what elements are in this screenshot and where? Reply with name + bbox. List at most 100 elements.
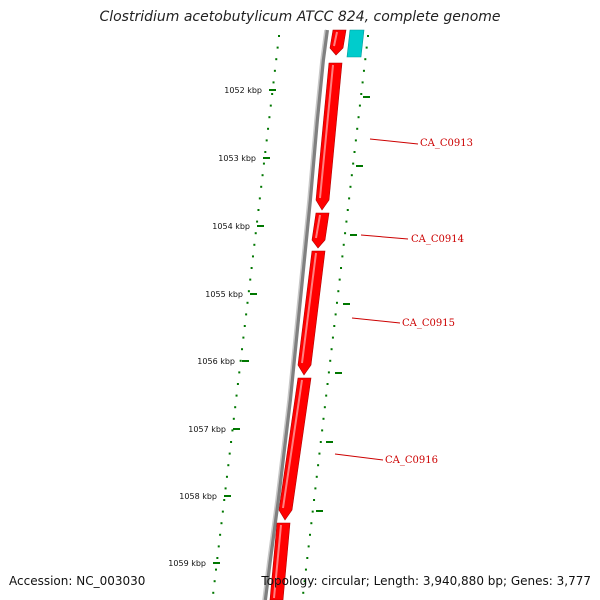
gene-arrow-upstream-highlight [333,31,338,47]
inner-ruler-dot [235,394,238,397]
inner-ruler-dot [239,359,242,362]
outer-ruler-dot [361,81,364,84]
inner-ruler-dot [241,348,244,351]
outer-ruler-dot [358,104,361,107]
outer-ruler-dot [307,545,310,548]
inner-ruler-dot [275,58,278,61]
kbp-tick-label: 1057 kbp [188,425,226,434]
outer-ruler-dot [353,151,356,153]
gene-arrow-reverse-strand[interactable] [346,29,365,58]
outer-ruler-dot [326,383,329,385]
inner-ruler-dot [230,441,233,443]
outer-ruler-dot [350,174,353,177]
inner-ruler-dot [268,116,271,119]
inner-ruler-dot [245,313,248,316]
inner-ruler-dot [212,591,215,594]
outer-ruler-dot [360,93,363,95]
inner-ruler-dot [250,267,253,269]
outer-ruler-dot [322,417,325,420]
gene-arrow-ca-c0915-highlight [301,252,317,364]
gene-arrow-ca-c0913-highlight [319,64,334,199]
inner-ruler-dot [220,522,223,525]
outer-ruler-dot [311,510,314,513]
inner-ruler-dot [254,232,257,235]
kbp-tick-label: 1052 kbp [224,86,262,95]
inner-ruler-dot [269,104,272,107]
kbp-tick-label: 1058 kbp [179,492,217,501]
backbone-line [263,29,329,600]
outer-ruler-dot [310,522,313,525]
gene-label-ca_c0916[interactable]: CA_C0916 [385,455,438,466]
backbone-highlight [262,29,326,600]
outer-ruler-dot [345,220,348,223]
inner-ruler-dot [231,429,234,432]
outer-ruler-dot [313,499,316,501]
inner-ruler-dot [242,336,245,339]
inner-ruler-dot [262,162,265,165]
outer-ruler-dot [323,406,326,409]
map-title: Clostridium acetobutylicum ATCC 824, com… [99,9,501,25]
inner-ruler-dot [236,383,239,385]
outer-ruler-dot [356,127,359,130]
outer-ruler-dot [318,452,321,455]
outer-ruler-dot [321,429,324,432]
inner-ruler-dot [217,545,220,548]
inner-ruler-dot [276,46,279,49]
outer-ruler-dot [329,359,332,362]
inner-ruler-dot [267,127,270,130]
gene-label-ca_c0914[interactable]: CA_C0914 [411,234,464,245]
gene-label-ca_c0915[interactable]: CA_C0915 [402,318,455,329]
inner-ruler-dot [221,510,224,513]
outer-ruler-dot [331,336,334,339]
gene-arrow-ca-c0914[interactable] [311,212,330,249]
inner-ruler-dot [253,243,256,246]
inner-ruler-dot [213,580,216,583]
inner-ruler-dot [219,533,222,536]
outer-ruler-dot [334,313,337,316]
inner-ruler-dot [238,371,241,374]
outer-ruler-dot [306,557,309,559]
inner-ruler-dot [249,278,252,281]
outer-ruler-dot [315,475,318,478]
outer-ruler-dot [309,533,311,536]
outer-ruler-dot [344,232,347,235]
inner-ruler-dot [224,487,227,490]
inner-ruler-dot [246,301,249,304]
inner-ruler-dot [273,69,276,72]
outer-ruler-dot [348,197,351,200]
kbp-tick-label: 1054 kbp [212,222,250,231]
outer-ruler-dot [335,301,338,304]
inner-ruler-dot [251,255,254,258]
outer-ruler-dot [317,464,320,467]
gene-arrow-downstream-highlight [273,524,282,599]
gene-callout-line [351,317,401,324]
inner-ruler-dot [232,417,235,420]
outer-ruler-dot [314,487,317,490]
outer-ruler-dot [357,116,360,119]
outer-ruler-dot [349,185,352,188]
gene-label-ca_c0913[interactable]: CA_C0913 [420,138,473,149]
backbone-track [262,29,329,600]
inner-ruler-dot [257,209,260,211]
outer-ruler-dot [327,371,330,374]
outer-ruler-dot [303,580,306,583]
kbp-tick-label: 1055 kbp [205,290,243,299]
kbp-tick-label: 1056 kbp [197,357,235,366]
outer-ruler-dot [333,325,336,327]
kbp-tick-label: 1053 kbp [218,154,256,163]
gene-callout-line [360,234,409,240]
gene-arrow-upstream[interactable] [329,29,347,56]
outer-ruler-dot [367,35,369,37]
outer-ruler-dot [337,290,340,293]
outer-ruler-dot [304,568,307,571]
genome-summary: Topology: circular; Length: 3,940,880 bp… [261,574,591,588]
outer-ruler-dot [325,394,328,397]
accession-text: Accession: NC_003030 [9,574,146,588]
gene-callout-line [369,138,419,145]
inner-dotted-ruler [212,35,280,594]
inner-ruler-dot [272,81,275,84]
outer-ruler-dot [342,243,345,246]
gene-arrow-ca-c0914-highlight [315,214,321,239]
inner-ruler-dot [265,139,268,142]
